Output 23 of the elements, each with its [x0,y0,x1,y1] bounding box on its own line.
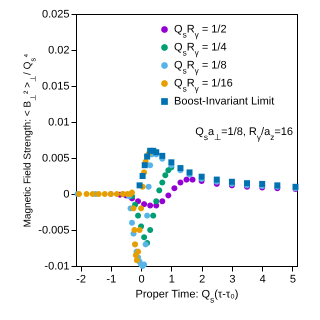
legend-label: Q$_{s}$R$_{γ}$ = 1/16 [174,78,233,93]
x-tick-label: 4 [260,274,266,286]
x-tick-label: 0 [138,274,145,286]
y-tick-label: -0.01 [44,260,70,272]
legend-label: Q$_{s}$R$_{γ}$ = 1/4 [174,42,227,57]
legend-label: Q$_{s}$R$_{γ}$ = 1/2 [174,24,227,39]
y-tick-label: 0.02 [48,44,70,56]
x-axis-title: Proper Time: Q$_{s}$(τ-τ₀) [136,288,238,304]
y-tick-label: -0.005 [38,224,70,236]
x-tick-label: 5 [290,274,296,286]
x-tick-label: -1 [106,274,116,286]
x-tick-label: 3 [229,274,236,286]
x-tick-label: -2 [76,274,86,286]
y-tick-label: 0.015 [42,80,70,92]
legend-label: Boost-Invariant Limit [174,96,274,108]
x-tick-label: 1 [168,274,175,286]
y-tick-label: 0.025 [42,8,70,20]
y-tick-label: 0 [63,188,70,200]
y-tick-label: 0.005 [42,152,70,164]
y-tick-label: 0.01 [48,116,70,128]
legend-label: Q$_{s}$R$_{γ}$ = 1/8 [174,60,227,75]
text: Q$_{s}$a$_{⊥}$=1/8, R$_{γ}$/a$_{z}$=16 [195,126,293,142]
x-tick-label: 2 [199,274,206,286]
